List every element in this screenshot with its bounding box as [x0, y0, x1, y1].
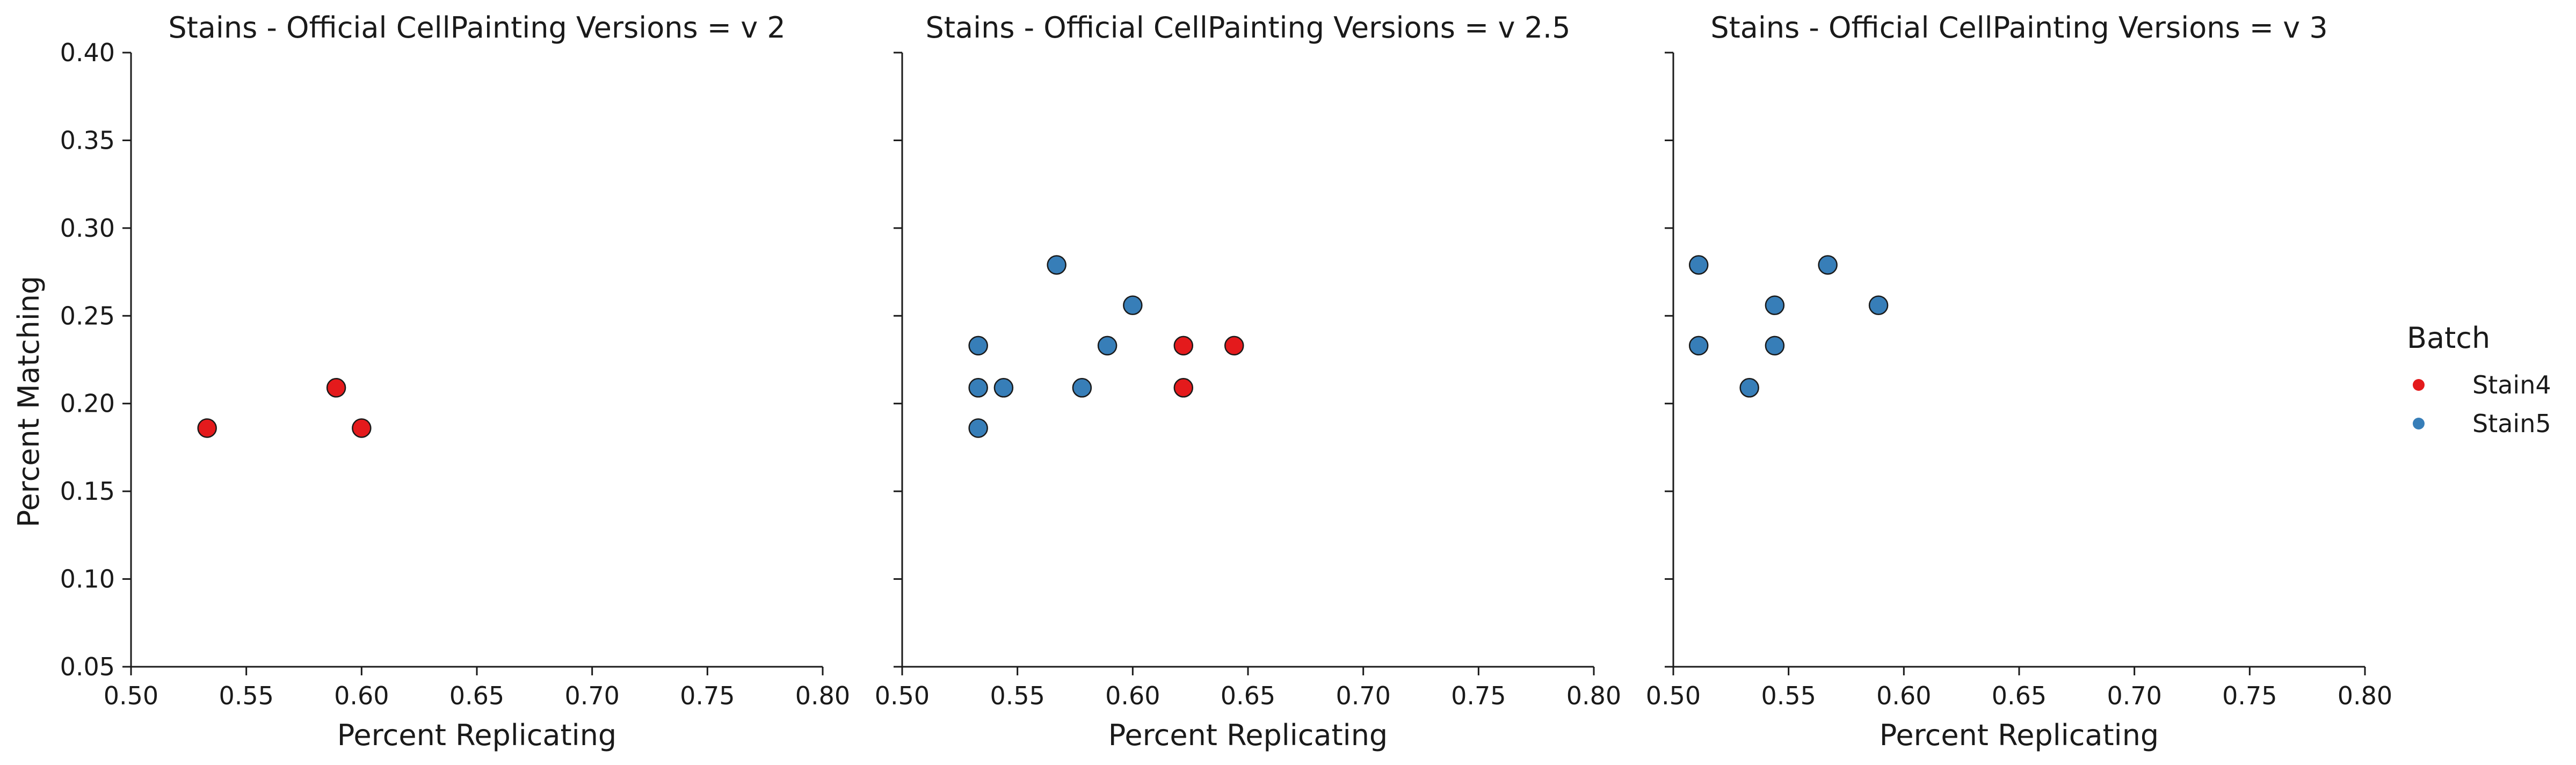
- x-axis-label: Percent Replicating: [1108, 718, 1388, 752]
- data-point-stain5: [1739, 378, 1759, 398]
- data-point-stain5: [1688, 255, 1709, 275]
- x-tick-label: 0.75: [680, 681, 735, 710]
- y-tick-label: 0.05: [60, 652, 115, 681]
- x-axis-label: Percent Replicating: [337, 718, 616, 752]
- facet-panel: Stains - Official CellPainting Versions …: [1646, 11, 2392, 752]
- data-point-stain4: [197, 418, 217, 438]
- x-tick-label: 0.55: [990, 681, 1044, 710]
- y-axis-label: Percent Matching: [12, 276, 46, 528]
- data-point-stain5: [1097, 336, 1118, 356]
- legend-label: Stain4: [2472, 370, 2551, 399]
- data-point-stain5: [1818, 255, 1838, 275]
- x-tick-label: 0.70: [2107, 681, 2161, 710]
- data-point-stain4: [1173, 336, 1194, 356]
- y-tick-label: 0.20: [60, 389, 115, 418]
- data-point-stain5: [1072, 378, 1092, 398]
- x-tick-label: 0.60: [334, 681, 389, 710]
- legend-title: Batch: [2407, 321, 2490, 355]
- data-point-stain5: [968, 336, 988, 356]
- y-tick-label: 0.25: [60, 301, 115, 330]
- facet-panel: Stains - Official CellPainting Versions …: [875, 11, 1621, 752]
- data-point-stain4: [1173, 378, 1194, 398]
- x-tick-label: 0.80: [795, 681, 850, 710]
- data-point-stain4: [352, 418, 372, 438]
- panel-title: Stains - Official CellPainting Versions …: [926, 11, 1571, 45]
- legend-marker: [2413, 379, 2425, 391]
- x-tick-label: 0.50: [1646, 681, 1701, 710]
- legend-label: Stain5: [2472, 409, 2551, 438]
- panel-title: Stains - Official CellPainting Versions …: [168, 11, 785, 45]
- panel-title: Stains - Official CellPainting Versions …: [1710, 11, 2327, 45]
- x-tick-label: 0.70: [564, 681, 619, 710]
- x-tick-label: 0.65: [1221, 681, 1275, 710]
- x-tick-label: 0.75: [1451, 681, 1506, 710]
- x-tick-label: 0.55: [1761, 681, 1816, 710]
- x-tick-label: 0.60: [1105, 681, 1160, 710]
- panels-layer: Stains - Official CellPainting Versions …: [60, 11, 2393, 752]
- legend: Batch Stain4 Stain5: [2407, 321, 2551, 438]
- y-tick-label: 0.10: [60, 565, 115, 594]
- x-tick-label: 0.50: [104, 681, 158, 710]
- legend-marker: [2413, 418, 2425, 429]
- x-axis-label: Percent Replicating: [1880, 718, 2159, 752]
- data-point-stain5: [1123, 295, 1143, 315]
- x-tick-label: 0.65: [449, 681, 504, 710]
- y-tick-label: 0.15: [60, 477, 115, 506]
- x-tick-label: 0.60: [1876, 681, 1931, 710]
- data-point-stain5: [1765, 295, 1785, 315]
- y-tick-label: 0.35: [60, 126, 115, 155]
- data-point-stain4: [326, 378, 346, 398]
- y-tick-label: 0.30: [60, 214, 115, 243]
- data-point-stain5: [1688, 336, 1709, 356]
- x-tick-label: 0.80: [1566, 681, 1621, 710]
- x-tick-label: 0.65: [1992, 681, 2047, 710]
- x-tick-label: 0.80: [2338, 681, 2392, 710]
- data-point-stain5: [1868, 295, 1889, 315]
- facet-panel: Stains - Official CellPainting Versions …: [60, 11, 851, 752]
- data-point-stain5: [1765, 336, 1785, 356]
- data-point-stain5: [993, 378, 1014, 398]
- data-point-stain4: [1224, 336, 1244, 356]
- x-tick-label: 0.50: [875, 681, 930, 710]
- data-point-stain5: [968, 418, 988, 438]
- y-tick-label: 0.40: [60, 38, 115, 67]
- x-tick-label: 0.55: [219, 681, 273, 710]
- x-tick-label: 0.70: [1336, 681, 1390, 710]
- data-point-stain5: [1047, 255, 1066, 275]
- data-point-stain5: [968, 378, 988, 398]
- x-tick-label: 0.75: [2222, 681, 2277, 710]
